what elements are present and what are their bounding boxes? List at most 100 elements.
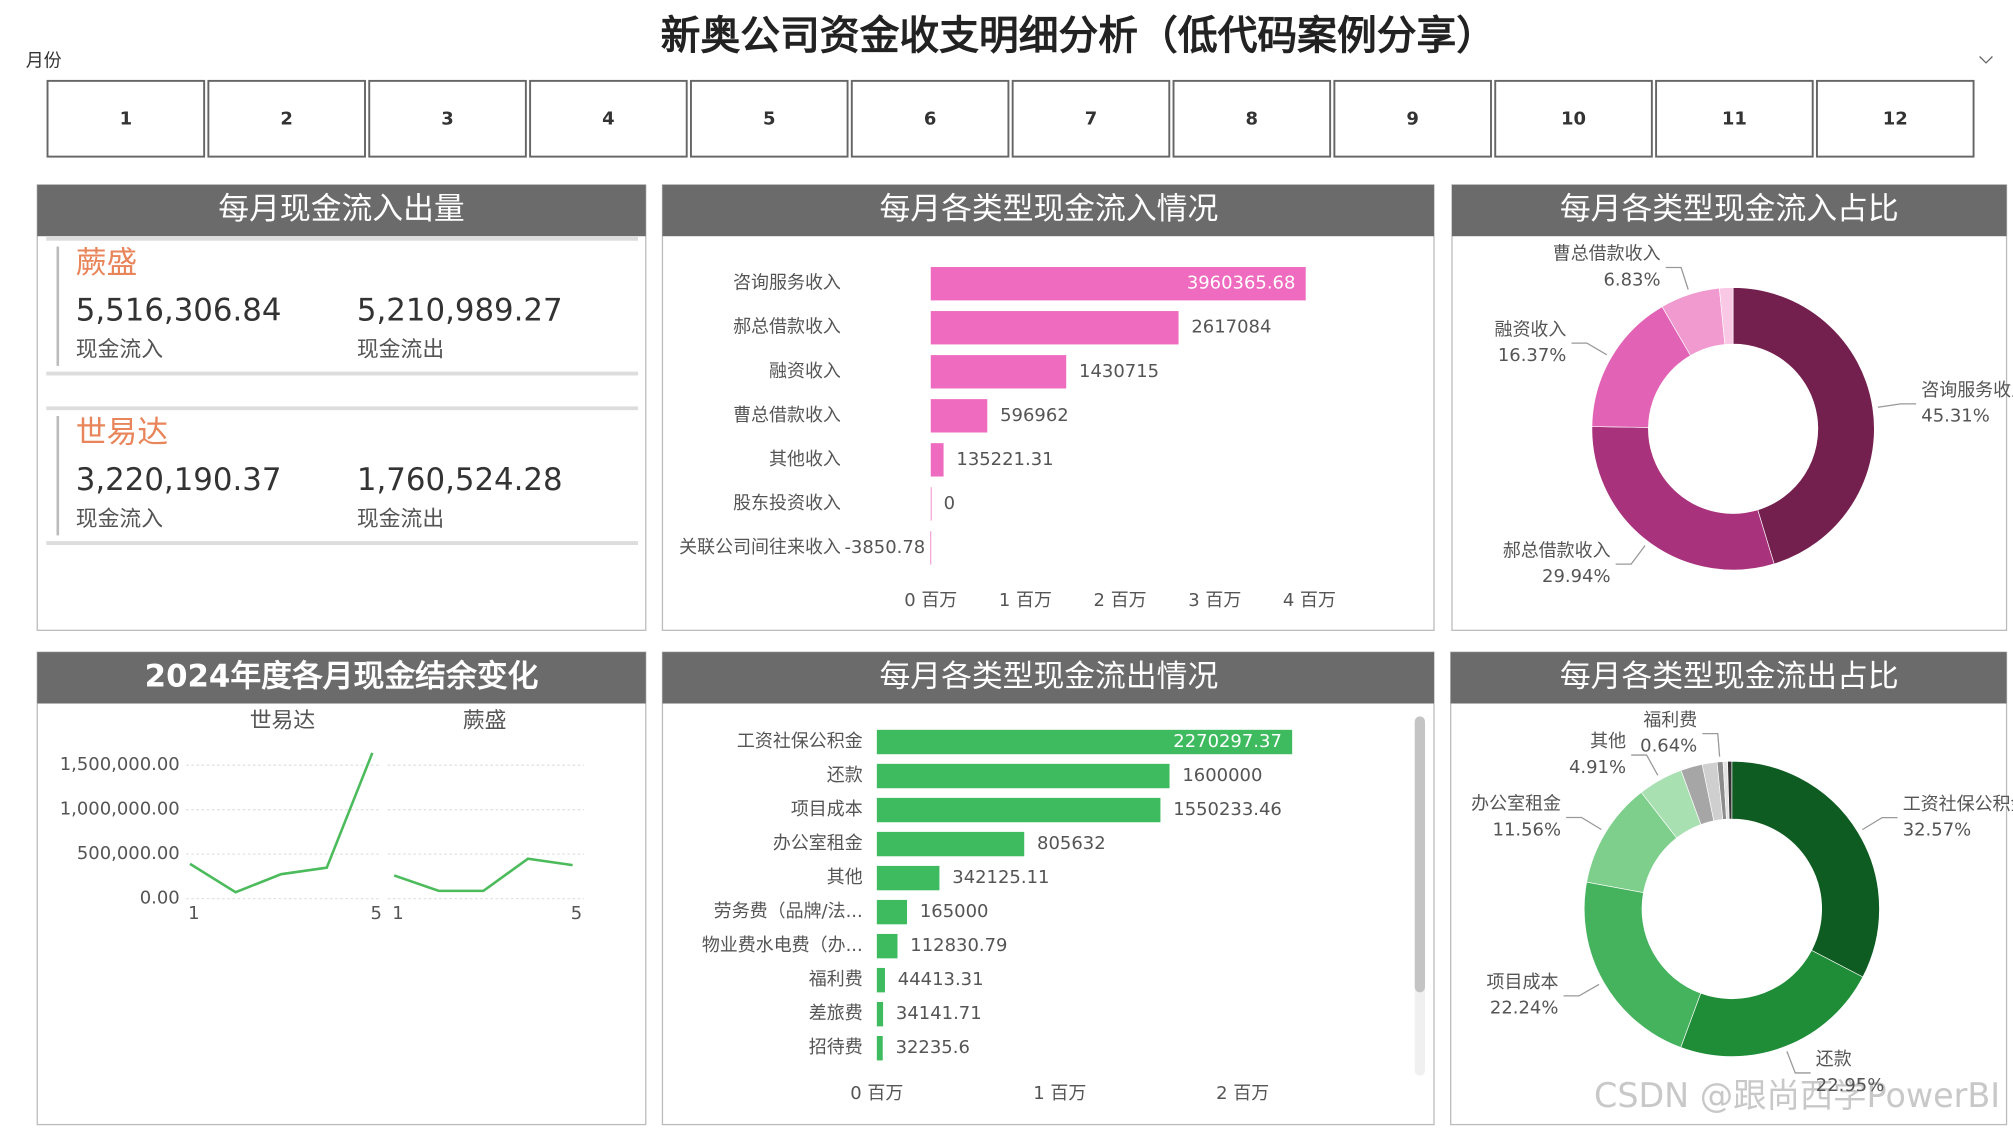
data-label: 112830.79 <box>910 935 1007 956</box>
card-name: 蕨盛 <box>76 245 138 281</box>
bar <box>930 531 932 565</box>
card-value: 5,210,989.27 <box>357 292 563 328</box>
panel <box>36 651 647 1126</box>
slicer-item: 10 <box>1561 108 1586 129</box>
bar <box>876 1001 884 1027</box>
category-label: 融资收入 <box>769 361 841 382</box>
slicer-button[interactable] <box>1333 79 1492 158</box>
data-label: 1430715 <box>1079 361 1159 382</box>
series-name: 世易达 <box>250 708 316 733</box>
category-label: 项目成本 <box>791 799 863 820</box>
page-title: 新奥公司资金收支明细分析（低代码案例分享） <box>661 13 1496 59</box>
data-label: -3850.78 <box>844 537 925 558</box>
slice-category: 办公室租金 <box>1471 794 1561 815</box>
slicer-button[interactable] <box>850 79 1010 158</box>
slicer-item: 8 <box>1246 108 1259 129</box>
bar <box>876 797 1161 823</box>
donut-slice <box>1680 949 1864 1057</box>
bar <box>930 311 1179 345</box>
donut-slice <box>1731 760 1880 978</box>
x-tick-label: 1 百万 <box>999 590 1052 611</box>
slice-category: 还款 <box>1816 1049 1852 1070</box>
y-tick-label: 1,000,000.00 <box>60 799 180 820</box>
slice-value: 22.95% <box>1816 1075 1885 1096</box>
leader-line <box>1631 754 1659 776</box>
category-label: 办公室租金 <box>773 833 863 854</box>
slicer-button[interactable] <box>1655 79 1814 158</box>
slicer-button[interactable] <box>368 79 527 158</box>
x-tick-label: 0 百万 <box>904 590 957 611</box>
bar <box>876 899 908 925</box>
slice-value: 45.31% <box>1921 406 1990 427</box>
leader-line <box>1566 816 1602 831</box>
x-tick-label: 1 百万 <box>1033 1083 1086 1104</box>
slicer-item: 6 <box>924 108 937 129</box>
bar <box>876 933 898 959</box>
dropdown-icon[interactable] <box>1979 56 1993 64</box>
data-label: 165000 <box>920 901 989 922</box>
scrollbar-thumb[interactable] <box>1414 716 1426 993</box>
card-value: 5,516,306.84 <box>76 292 282 328</box>
bar <box>930 267 1306 301</box>
leader-line <box>1563 983 1600 997</box>
slicer-item: 2 <box>280 108 293 129</box>
slice-value: 16.37% <box>1498 345 1567 366</box>
panel-header <box>662 652 1434 704</box>
panel-header <box>1450 652 2007 704</box>
donut-slice <box>1719 287 1734 345</box>
category-label: 福利费 <box>809 969 863 990</box>
slicer-button[interactable] <box>1011 79 1171 158</box>
leader-line <box>1877 403 1917 408</box>
data-label: 34141.71 <box>896 1003 982 1024</box>
data-label: 44413.31 <box>898 969 984 990</box>
bar <box>876 831 1025 857</box>
leader-line <box>1615 545 1646 565</box>
slice-category: 郝总借款收入 <box>1503 540 1611 561</box>
slicer-button[interactable] <box>1815 79 1975 158</box>
y-tick-label: 500,000.00 <box>77 843 180 864</box>
card-label: 现金流出 <box>357 337 444 362</box>
slice-value: 0.64% <box>1640 735 1697 756</box>
slicer-button[interactable] <box>689 79 849 158</box>
data-label: 1550233.46 <box>1173 799 1282 820</box>
category-label: 咨询服务收入 <box>733 273 841 294</box>
x-tick-label: 5 <box>571 903 582 924</box>
data-label: 32235.6 <box>896 1037 970 1058</box>
x-tick-label: 3 百万 <box>1188 590 1241 611</box>
slicer-button[interactable] <box>1494 79 1653 158</box>
panel-title: 2024年度各月现金结余变化 <box>145 658 539 694</box>
slice-category: 咨询服务收入 <box>1921 380 2013 401</box>
x-tick-label: 1 <box>392 903 403 924</box>
slicer-item: 11 <box>1722 108 1747 129</box>
slice-category: 其他 <box>1590 731 1626 752</box>
panel-title: 每月各类型现金流出占比 <box>1560 658 1899 694</box>
data-label: 0 <box>944 493 955 514</box>
slicer-button[interactable] <box>46 79 206 158</box>
slicer-button[interactable] <box>207 79 366 158</box>
leader-line <box>1786 1051 1811 1074</box>
data-label: 2617084 <box>1191 317 1271 338</box>
data-label: 2270297.37 <box>1173 731 1282 752</box>
slice-category: 工资社保公积金 <box>1903 794 2013 815</box>
data-label: 596962 <box>1000 405 1069 426</box>
y-tick-label: 0.00 <box>140 888 180 909</box>
category-label: 曹总借款收入 <box>733 405 841 426</box>
slicer-button[interactable] <box>1172 79 1332 158</box>
card-frame <box>46 236 639 376</box>
category-label: 招待费 <box>809 1037 863 1058</box>
panel-header <box>662 184 1434 237</box>
slice-value: 29.94% <box>1542 566 1611 587</box>
bar <box>876 967 885 993</box>
data-label: 135221.31 <box>956 449 1053 470</box>
card-frame <box>46 406 639 545</box>
category-label: 劳务费（品牌/法... <box>714 901 863 922</box>
bar <box>876 763 1170 789</box>
slicer-button[interactable] <box>529 79 688 158</box>
leader-line <box>1862 816 1898 831</box>
panel-header <box>1451 184 2007 237</box>
card-value: 3,220,190.37 <box>76 462 282 498</box>
slicer-item: 3 <box>441 108 454 129</box>
category-label: 关联公司间往来收入 <box>679 537 841 558</box>
